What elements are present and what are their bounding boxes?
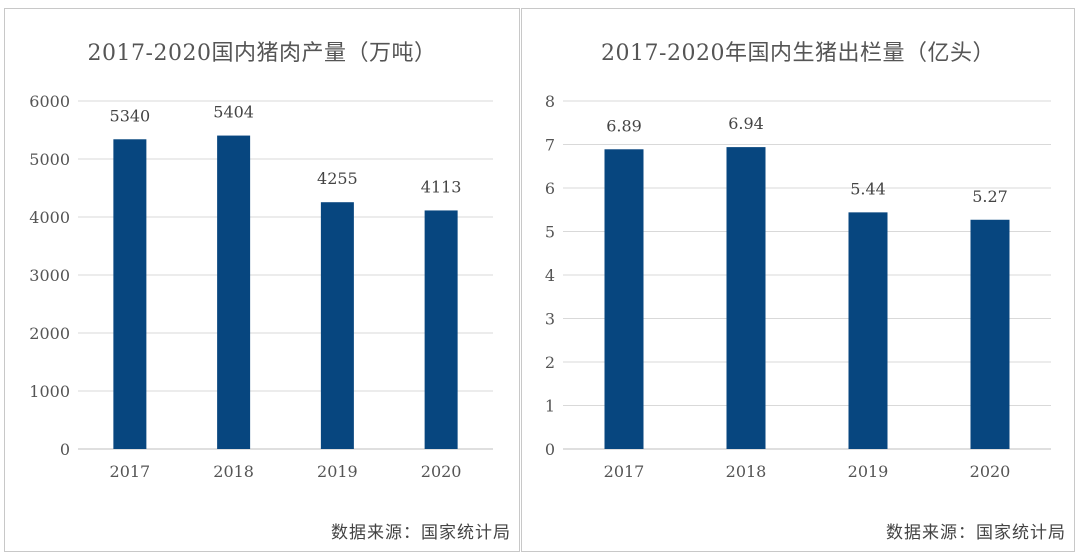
data-label: 5.44	[850, 179, 886, 198]
y-tick-label: 2000	[29, 324, 70, 343]
data-label: 6.89	[606, 116, 642, 135]
y-tick-label: 7	[545, 136, 555, 155]
x-tick-label: 2017	[110, 462, 151, 481]
x-tick-label: 2019	[848, 462, 889, 481]
y-tick-label: 5000	[29, 150, 70, 169]
x-tick-label: 2020	[421, 462, 462, 481]
y-tick-label: 0	[60, 440, 70, 459]
y-tick-label: 3000	[29, 266, 70, 285]
grid-lines	[78, 100, 493, 450]
bar-2017	[604, 149, 644, 449]
x-tick-label: 2018	[726, 462, 767, 481]
bar-chart-hog-slaughter: 0 1 2 3 4 5 6 7 8 6.89 2017 6.94 2018 5.44 2019 5.27 202…	[545, 92, 1051, 481]
bar-2020	[424, 210, 458, 449]
source-note: 数据来源：国家统计局	[331, 523, 511, 543]
chart-title: 2017-2020国内猪肉产量（万吨）	[87, 41, 437, 66]
source-note: 数据来源：国家统计局	[886, 523, 1066, 543]
data-label: 4113	[421, 177, 462, 196]
bar-chart-pork-production: 0 1000 2000 3000 4000 5000 6000 5340 2017 5404 201…	[29, 92, 493, 481]
bar-2018	[217, 135, 251, 449]
y-tick-label: 4	[545, 266, 555, 285]
y-tick-label: 8	[545, 92, 555, 111]
x-tick-label: 2019	[317, 462, 358, 481]
data-label: 5340	[110, 106, 151, 125]
x-tick-label: 2020	[970, 462, 1011, 481]
chart-panel-pork-production: 2017-2020国内猪肉产量（万吨） 0 1000 2000 3000 4000 500…	[4, 8, 520, 552]
data-label: 4255	[317, 169, 358, 188]
data-label: 6.94	[728, 114, 764, 133]
y-tick-label: 6000	[29, 92, 70, 111]
bar-2018	[726, 147, 766, 450]
data-label: 5404	[213, 103, 254, 122]
x-tick-label: 2017	[604, 462, 645, 481]
y-tick-label: 4000	[29, 208, 70, 227]
y-tick-label: 1000	[29, 382, 70, 401]
bar-2017	[113, 139, 147, 449]
bar-2019	[320, 202, 354, 449]
chart-title: 2017-2020年国内生猪出栏量（亿头）	[601, 41, 995, 66]
y-tick-label: 5	[545, 223, 555, 242]
y-tick-label: 0	[545, 440, 555, 459]
y-tick-label: 1	[545, 397, 555, 416]
y-tick-label: 2	[545, 353, 555, 372]
data-label: 5.27	[972, 187, 1008, 206]
x-tick-label: 2018	[213, 462, 254, 481]
chart-panel-hog-slaughter: 2017-2020年国内生猪出栏量（亿头） 0 1 2 3 4 5 6 7 8 6.89 2017 6…	[521, 8, 1075, 552]
grid-lines	[563, 100, 1051, 450]
bar-2019	[848, 212, 888, 449]
y-tick-label: 6	[545, 179, 555, 198]
bar-2020	[970, 219, 1010, 449]
y-tick-label: 3	[545, 310, 555, 329]
